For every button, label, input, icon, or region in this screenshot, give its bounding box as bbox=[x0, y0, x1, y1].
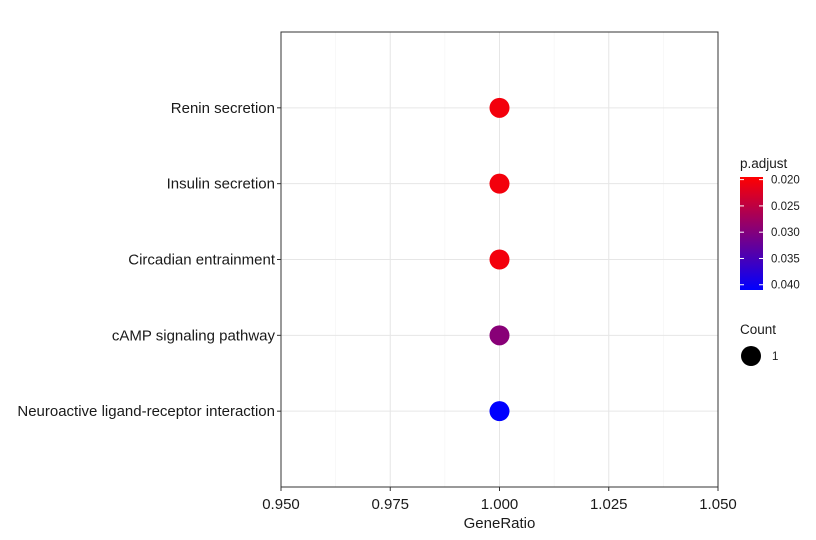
x-tick-label: 0.950 bbox=[262, 496, 300, 513]
data-point bbox=[489, 325, 510, 346]
color-legend: p.adjust 0.020 0.025 0.030 0.035 0.040 bbox=[740, 156, 800, 292]
x-tick-label: 1.050 bbox=[699, 496, 737, 513]
size-legend-label: 1 bbox=[772, 351, 778, 363]
color-legend-ticks: 0.020 0.025 0.030 0.035 0.040 bbox=[740, 175, 800, 292]
y-tick-label: cAMP signaling pathway bbox=[112, 327, 276, 344]
data-point bbox=[489, 401, 510, 422]
color-legend-label: 0.030 bbox=[771, 227, 800, 239]
data-point bbox=[489, 249, 510, 270]
color-legend-label: 0.035 bbox=[771, 253, 800, 265]
data-points bbox=[489, 97, 510, 422]
x-tick-label: 1.025 bbox=[590, 496, 628, 513]
data-point bbox=[489, 173, 510, 194]
size-legend-keys: 1 bbox=[741, 346, 778, 366]
x-axis-title: GeneRatio bbox=[464, 515, 536, 532]
color-legend-label: 0.020 bbox=[771, 175, 800, 187]
data-point bbox=[489, 97, 510, 118]
color-legend-title: p.adjust bbox=[740, 156, 788, 171]
size-legend-key bbox=[741, 346, 761, 366]
x-tick-label: 0.975 bbox=[371, 496, 409, 513]
y-tick-label: Circadian entrainment bbox=[128, 252, 276, 269]
x-tick-label: 1.000 bbox=[481, 496, 519, 513]
y-tick-label: Neuroactive ligand-receptor interaction bbox=[17, 403, 275, 420]
color-legend-label: 0.025 bbox=[771, 201, 800, 213]
size-legend: Count 1 bbox=[740, 322, 778, 366]
color-legend-label: 0.040 bbox=[771, 280, 800, 292]
x-axis: 0.950 0.975 1.000 1.025 1.050 bbox=[262, 487, 737, 513]
y-tick-label: Insulin secretion bbox=[167, 176, 275, 193]
color-legend-bar bbox=[740, 177, 763, 290]
y-axis: Neuroactive ligand-receptor interaction c… bbox=[17, 100, 281, 420]
y-tick-label: Renin secretion bbox=[171, 100, 275, 117]
size-legend-title: Count bbox=[740, 322, 776, 337]
